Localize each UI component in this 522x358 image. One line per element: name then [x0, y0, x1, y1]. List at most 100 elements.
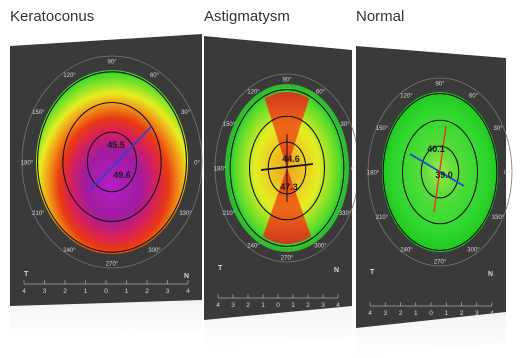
- scale-label: 3: [43, 288, 47, 295]
- scale-label: 1: [261, 302, 265, 309]
- degree-label: 120°: [247, 89, 260, 95]
- degree-label: 90°: [435, 82, 445, 88]
- degree-label: 0°: [351, 167, 357, 173]
- degree-label: 240°: [400, 248, 413, 254]
- scale-label: 1: [444, 310, 448, 317]
- scale-label: 2: [460, 310, 464, 317]
- zone-ring: [86, 131, 138, 193]
- topography-panel-2: 40.1 39.0 90° 60° 30° 0° 330° 300° 270° 240° 210° 1…: [356, 46, 513, 358]
- zone-ring: [62, 101, 162, 223]
- nasal-label: N: [488, 271, 493, 278]
- degree-label: 60°: [316, 89, 326, 95]
- flat-axis: [409, 153, 465, 187]
- topography-panel-0: 45.5 49.6 90° 60° 30° 0° 330° 300° 270° 240° 210° 1…: [10, 34, 203, 336]
- degree-label: 240°: [247, 244, 260, 250]
- degree-label: 60°: [469, 93, 479, 99]
- scale-label: 0: [429, 310, 433, 317]
- zone-ring: [248, 115, 326, 221]
- degree-label: 150°: [32, 110, 45, 116]
- map-rim: [225, 84, 349, 252]
- degree-label: 330°: [492, 215, 505, 221]
- panel-reflection-fade: [204, 306, 352, 350]
- steep-axis: [433, 125, 447, 213]
- nasal-label: N: [184, 273, 189, 280]
- scale-label: 1: [125, 288, 129, 295]
- degree-label: 180°: [21, 161, 34, 167]
- scale-label: 4: [186, 288, 190, 295]
- degree-ring: [367, 77, 513, 267]
- degree-label: 180°: [214, 167, 227, 173]
- degree-label: 270°: [281, 256, 294, 262]
- scale-label: 2: [63, 288, 67, 295]
- zone-ring: [36, 71, 188, 253]
- degree-label: 120°: [400, 93, 413, 99]
- degree-label: 60°: [150, 73, 160, 79]
- scale-label: 4: [490, 310, 494, 317]
- keratometry-reading: 45.5: [107, 140, 125, 150]
- degree-label: 210°: [32, 211, 45, 217]
- scale-label: 3: [231, 302, 235, 309]
- degree-label: 0°: [194, 161, 200, 167]
- scale-label: 4: [22, 288, 26, 295]
- scale-label: 4: [368, 310, 372, 317]
- scale-label: 0: [104, 288, 108, 295]
- degree-label: 180°: [367, 171, 380, 177]
- scale-label: 0: [276, 302, 280, 309]
- keratometry-reading: 47.3: [280, 182, 298, 192]
- degree-label: 90°: [282, 78, 292, 84]
- scale-label: 3: [321, 302, 325, 309]
- bowtie-lower: [260, 168, 314, 244]
- curvature-map: [36, 70, 188, 254]
- scale-label: 2: [246, 302, 250, 309]
- degree-label: 0°: [504, 171, 510, 177]
- bowtie-upper: [262, 92, 312, 168]
- degree-label: 210°: [376, 215, 389, 221]
- scale-label: 1: [291, 302, 295, 309]
- topography-panel-1: 44.6 47.3 90° 60° 30° 0° 330° 300° 270° 240° 210° 1…: [204, 36, 360, 350]
- title-astigmatysm: Astigmatysm: [204, 8, 290, 25]
- title-normal: Normal: [356, 8, 405, 25]
- title-keratoconus: Keratoconus: [10, 8, 95, 25]
- scale-label: 1: [84, 288, 88, 295]
- keratometry-reading: 44.6: [282, 154, 300, 164]
- zone-ring: [382, 93, 498, 251]
- degree-label: 240°: [63, 248, 76, 254]
- steep-axis: [89, 125, 153, 191]
- temporal-label: T: [24, 271, 29, 278]
- degree-label: 300°: [467, 248, 480, 254]
- scale-label: 2: [145, 288, 149, 295]
- degree-label: 300°: [314, 244, 327, 250]
- keratometry-reading: 40.1: [427, 144, 445, 154]
- degree-label: 30°: [493, 126, 503, 132]
- degree-ring: [21, 55, 203, 269]
- panel-reflection-fade: [10, 300, 202, 336]
- temporal-label: T: [218, 265, 223, 272]
- degree-label: 150°: [376, 126, 389, 132]
- keratometry-reading: 39.0: [435, 170, 453, 180]
- temporal-label: T: [370, 269, 375, 276]
- keratometry-reading: 49.6: [113, 170, 131, 180]
- panel-reflection-fade: [356, 312, 506, 358]
- degree-label: 330°: [179, 211, 192, 217]
- degree-label: 330°: [339, 211, 352, 217]
- scale-label: 3: [383, 310, 387, 317]
- nasal-label: N: [334, 267, 339, 274]
- degree-label: 300°: [148, 248, 161, 254]
- scale-label: 4: [336, 302, 340, 309]
- degree-label: 270°: [434, 260, 447, 266]
- zone-ring: [229, 89, 345, 247]
- degree-label: 270°: [106, 262, 119, 268]
- degree-label: 30°: [181, 110, 191, 116]
- scale-label: 2: [306, 302, 310, 309]
- degree-label: 150°: [223, 122, 236, 128]
- scale-label: 3: [166, 288, 170, 295]
- scale-label: 4: [216, 302, 220, 309]
- degree-label: 30°: [340, 122, 350, 128]
- zone-ring: [420, 145, 460, 199]
- scale-label: 3: [475, 310, 479, 317]
- scale-label: 1: [414, 310, 418, 317]
- degree-label: 90°: [107, 60, 117, 66]
- degree-label: 120°: [63, 73, 76, 79]
